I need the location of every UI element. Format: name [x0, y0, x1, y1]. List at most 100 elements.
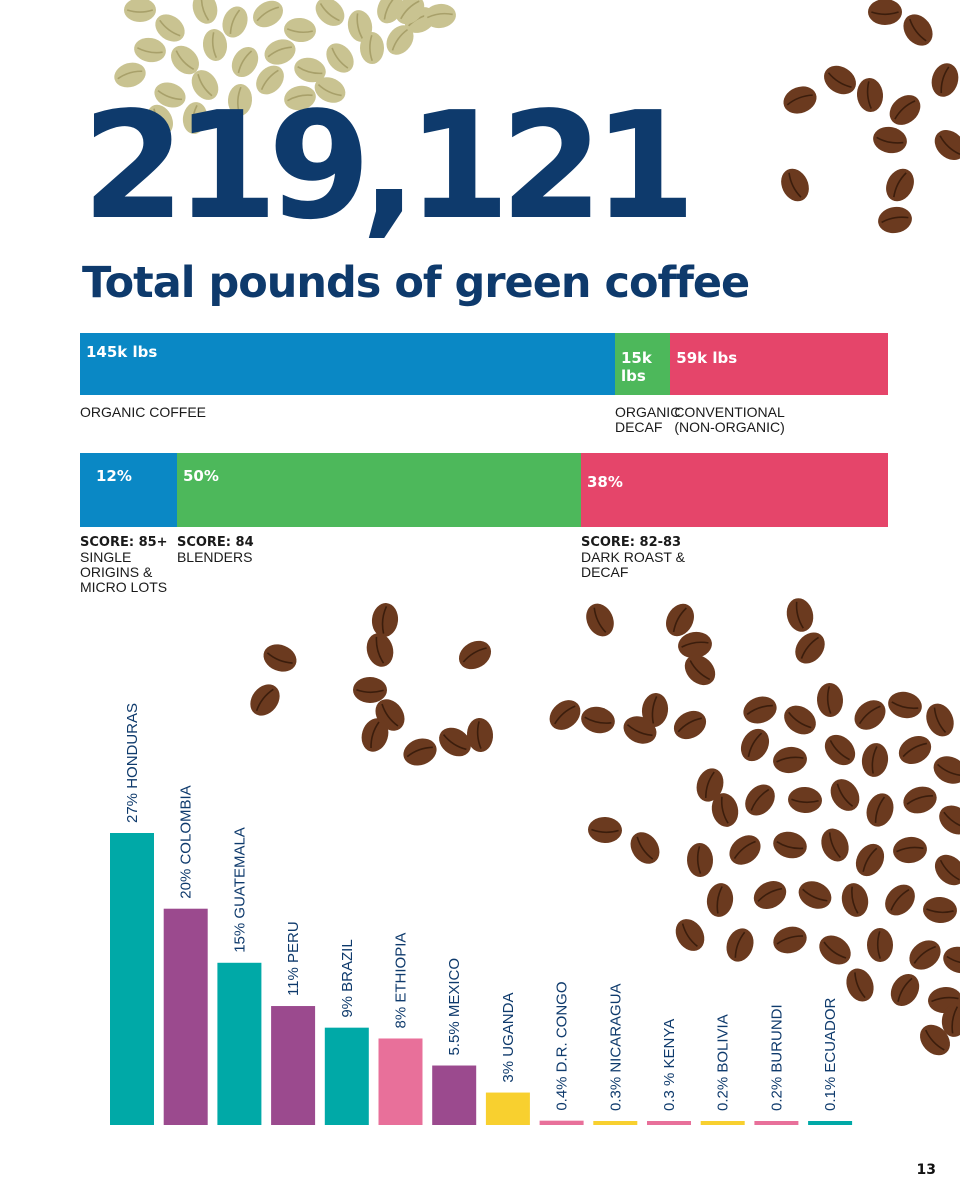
coffee-bean-icon: [920, 1024, 950, 1056]
coffee-bean-icon: [253, 0, 283, 28]
bar-mexico: [432, 1065, 477, 1125]
bar-label: 0.3% NICARAGUA: [607, 983, 624, 1111]
bar-peru: [271, 1006, 316, 1125]
coffee-bean-icon: [256, 65, 284, 95]
coffee-bean-icon: [466, 718, 494, 752]
volume-caption-2: CONVENTIONAL (NON-ORGANIC): [674, 405, 784, 435]
bar-label: 5.5% MEXICO: [446, 958, 463, 1056]
bar-label: 9% BRAZIL: [339, 939, 356, 1017]
coffee-bean-icon: [192, 0, 218, 24]
coffee-bean-icon: [855, 843, 885, 877]
coffee-bean-icon: [284, 17, 316, 43]
bar-label: 0.2% BURUNDI: [768, 1004, 785, 1111]
coffee-bean-icon: [630, 832, 660, 864]
coffee-bean-icon: [366, 633, 394, 667]
coffee-bean-icon: [170, 45, 200, 75]
bar-uganda: [485, 1092, 530, 1125]
coffee-bean-icon: [395, 0, 425, 25]
coffee-bean-icon: [711, 793, 739, 827]
bar-label: 0.2% BOLIVIA: [715, 1014, 732, 1111]
volume-caption-line: (NON-ORGANIC): [674, 419, 785, 435]
bar-nicaragua: [593, 1121, 638, 1125]
coffee-bean-icon: [743, 696, 777, 724]
bar-brazil: [324, 1027, 369, 1125]
coffee-bean-icon: [868, 0, 902, 25]
coffee-bean-icon: [795, 632, 825, 664]
coffee-bean-icon: [866, 793, 894, 827]
coffee-bean-icon: [673, 710, 707, 740]
bar-label: 11% PERU: [285, 921, 302, 996]
coffee-bean-icon: [684, 654, 716, 686]
coffee-bean-icon: [588, 816, 622, 844]
coffee-bean-icon: [458, 640, 492, 670]
coffee-bean-icon: [315, 0, 345, 26]
coffee-bean-icon: [888, 691, 922, 719]
bar-label: 3% UGANDA: [500, 993, 517, 1083]
score-stacked-bar: 12% 50% 38%: [80, 453, 888, 527]
coffee-bean-icon: [641, 693, 669, 727]
coffee-bean-icon: [890, 973, 920, 1007]
bar-kenya: [647, 1121, 691, 1125]
coffee-bean-icon: [824, 734, 856, 766]
coffee-bean-icon: [926, 703, 954, 737]
volume-segment-label: 59k lbs: [676, 349, 738, 367]
coffee-bean-icon: [124, 0, 156, 22]
coffee-bean-icon: [154, 82, 186, 108]
coffee-bean-icon: [371, 603, 399, 637]
coffee-bean-icon: [227, 84, 253, 116]
coffee-bean-icon: [854, 700, 886, 730]
bar-label: 15% GUATEMALA: [231, 827, 248, 953]
coffee-bean-icon: [903, 14, 933, 46]
coffee-bean-icon: [439, 727, 471, 757]
bar-colombia: [163, 908, 208, 1125]
coffee-bean-icon: [114, 62, 146, 88]
score-caption-0: SCORE: 85+ SINGLE ORIGINS & MICRO LOTS: [80, 535, 168, 595]
coffee-bean-icon: [753, 881, 787, 909]
coffee-bean-icon: [182, 102, 208, 134]
coffee-bean-icon: [424, 3, 456, 29]
coffee-bean-icon: [846, 968, 874, 1002]
bar-burundi: [754, 1121, 799, 1125]
bar-label: 0.4% D.R. CONGO: [554, 981, 571, 1110]
coffee-bean-icon: [781, 168, 809, 202]
score-segment-label: 50%: [182, 467, 219, 485]
coffee-bean-icon: [821, 828, 849, 862]
page-number: 13: [916, 1162, 936, 1178]
coffee-bean-icon: [250, 684, 280, 716]
coffee-bean-icon: [934, 854, 960, 886]
coffee-bean-icon: [773, 926, 807, 954]
bar-ecuador: [808, 1121, 853, 1125]
volume-caption-line: ORGANIC COFFEE: [80, 404, 207, 420]
coffee-bean-icon: [263, 644, 297, 672]
volume-caption-line: ORGANIC: [614, 404, 681, 420]
coffee-bean-icon: [873, 126, 907, 154]
coffee-bean-icon: [889, 95, 921, 125]
coffee-bean-icon: [909, 940, 941, 970]
coffee-bean-icon: [941, 1003, 960, 1037]
volume-stacked-bar: 145k lbs 15k lbs 59k lbs: [80, 333, 888, 395]
total-pounds-number: 219,121: [82, 80, 696, 252]
coffee-bean-icon: [623, 716, 657, 744]
coffee-bean-icon: [386, 25, 414, 55]
volume-caption-0: ORGANIC COFFEE: [80, 405, 206, 420]
volume-segment-label: 145k lbs: [86, 343, 158, 361]
coffee-bean-icon: [939, 805, 960, 835]
coffee-bean-icon: [678, 631, 712, 659]
coffee-bean-icon: [934, 130, 960, 160]
score-caption-2: SCORE: 82-83 DARK ROAST & DECAF: [581, 535, 685, 580]
volume-caption-line: DECAF: [614, 419, 663, 435]
coffee-bean-icon: [222, 6, 248, 38]
coffee-bean-icon: [841, 883, 869, 917]
coffee-bean-icon: [347, 10, 373, 42]
coffee-bean-icon: [686, 843, 714, 877]
bar-bolivia: [700, 1121, 745, 1125]
coffee-bean-icon: [314, 77, 346, 103]
coffee-bean-icon: [729, 835, 761, 865]
coffee-bean-icon: [726, 928, 754, 962]
coffee-bean-icon: [745, 784, 775, 816]
coffee-bean-icon: [740, 728, 770, 762]
score-caption-line: MICRO LOTS: [80, 579, 168, 595]
coffee-bean-icon: [824, 65, 856, 95]
coffee-bean-icon: [326, 43, 354, 73]
score-caption-line: SINGLE: [80, 549, 132, 565]
